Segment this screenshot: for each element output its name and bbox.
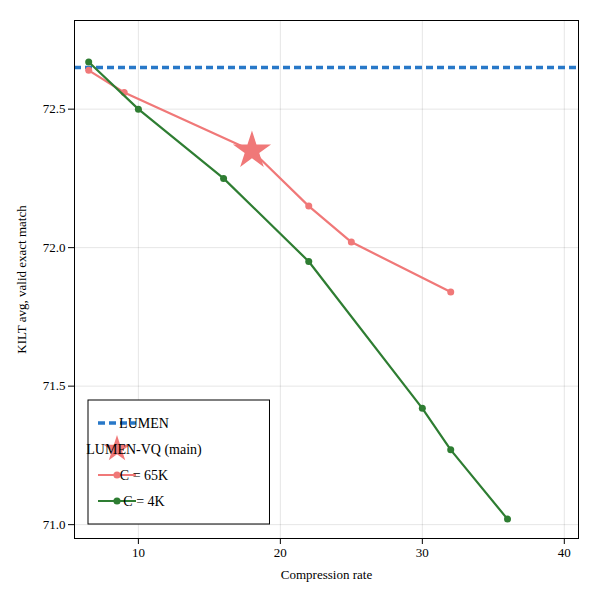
svg-text:40: 40 [558, 545, 571, 560]
svg-text:10: 10 [132, 545, 145, 560]
svg-text:LUMEN: LUMEN [119, 416, 169, 431]
svg-text:30: 30 [416, 545, 429, 560]
svg-text:71.5: 71.5 [43, 378, 66, 393]
svg-text:Compression rate: Compression rate [281, 567, 373, 582]
svg-text:C = 4K: C = 4K [123, 494, 164, 509]
svg-text:72.0: 72.0 [43, 240, 66, 255]
svg-text:71.0: 71.0 [43, 517, 66, 532]
svg-text:72.5: 72.5 [43, 101, 66, 116]
svg-text:20: 20 [274, 545, 287, 560]
svg-text:KILT avg, valid exact match: KILT avg, valid exact match [14, 205, 29, 354]
svg-text:C = 65K: C = 65K [120, 468, 168, 483]
svg-text:LUMEN-VQ (main): LUMEN-VQ (main) [86, 442, 202, 458]
